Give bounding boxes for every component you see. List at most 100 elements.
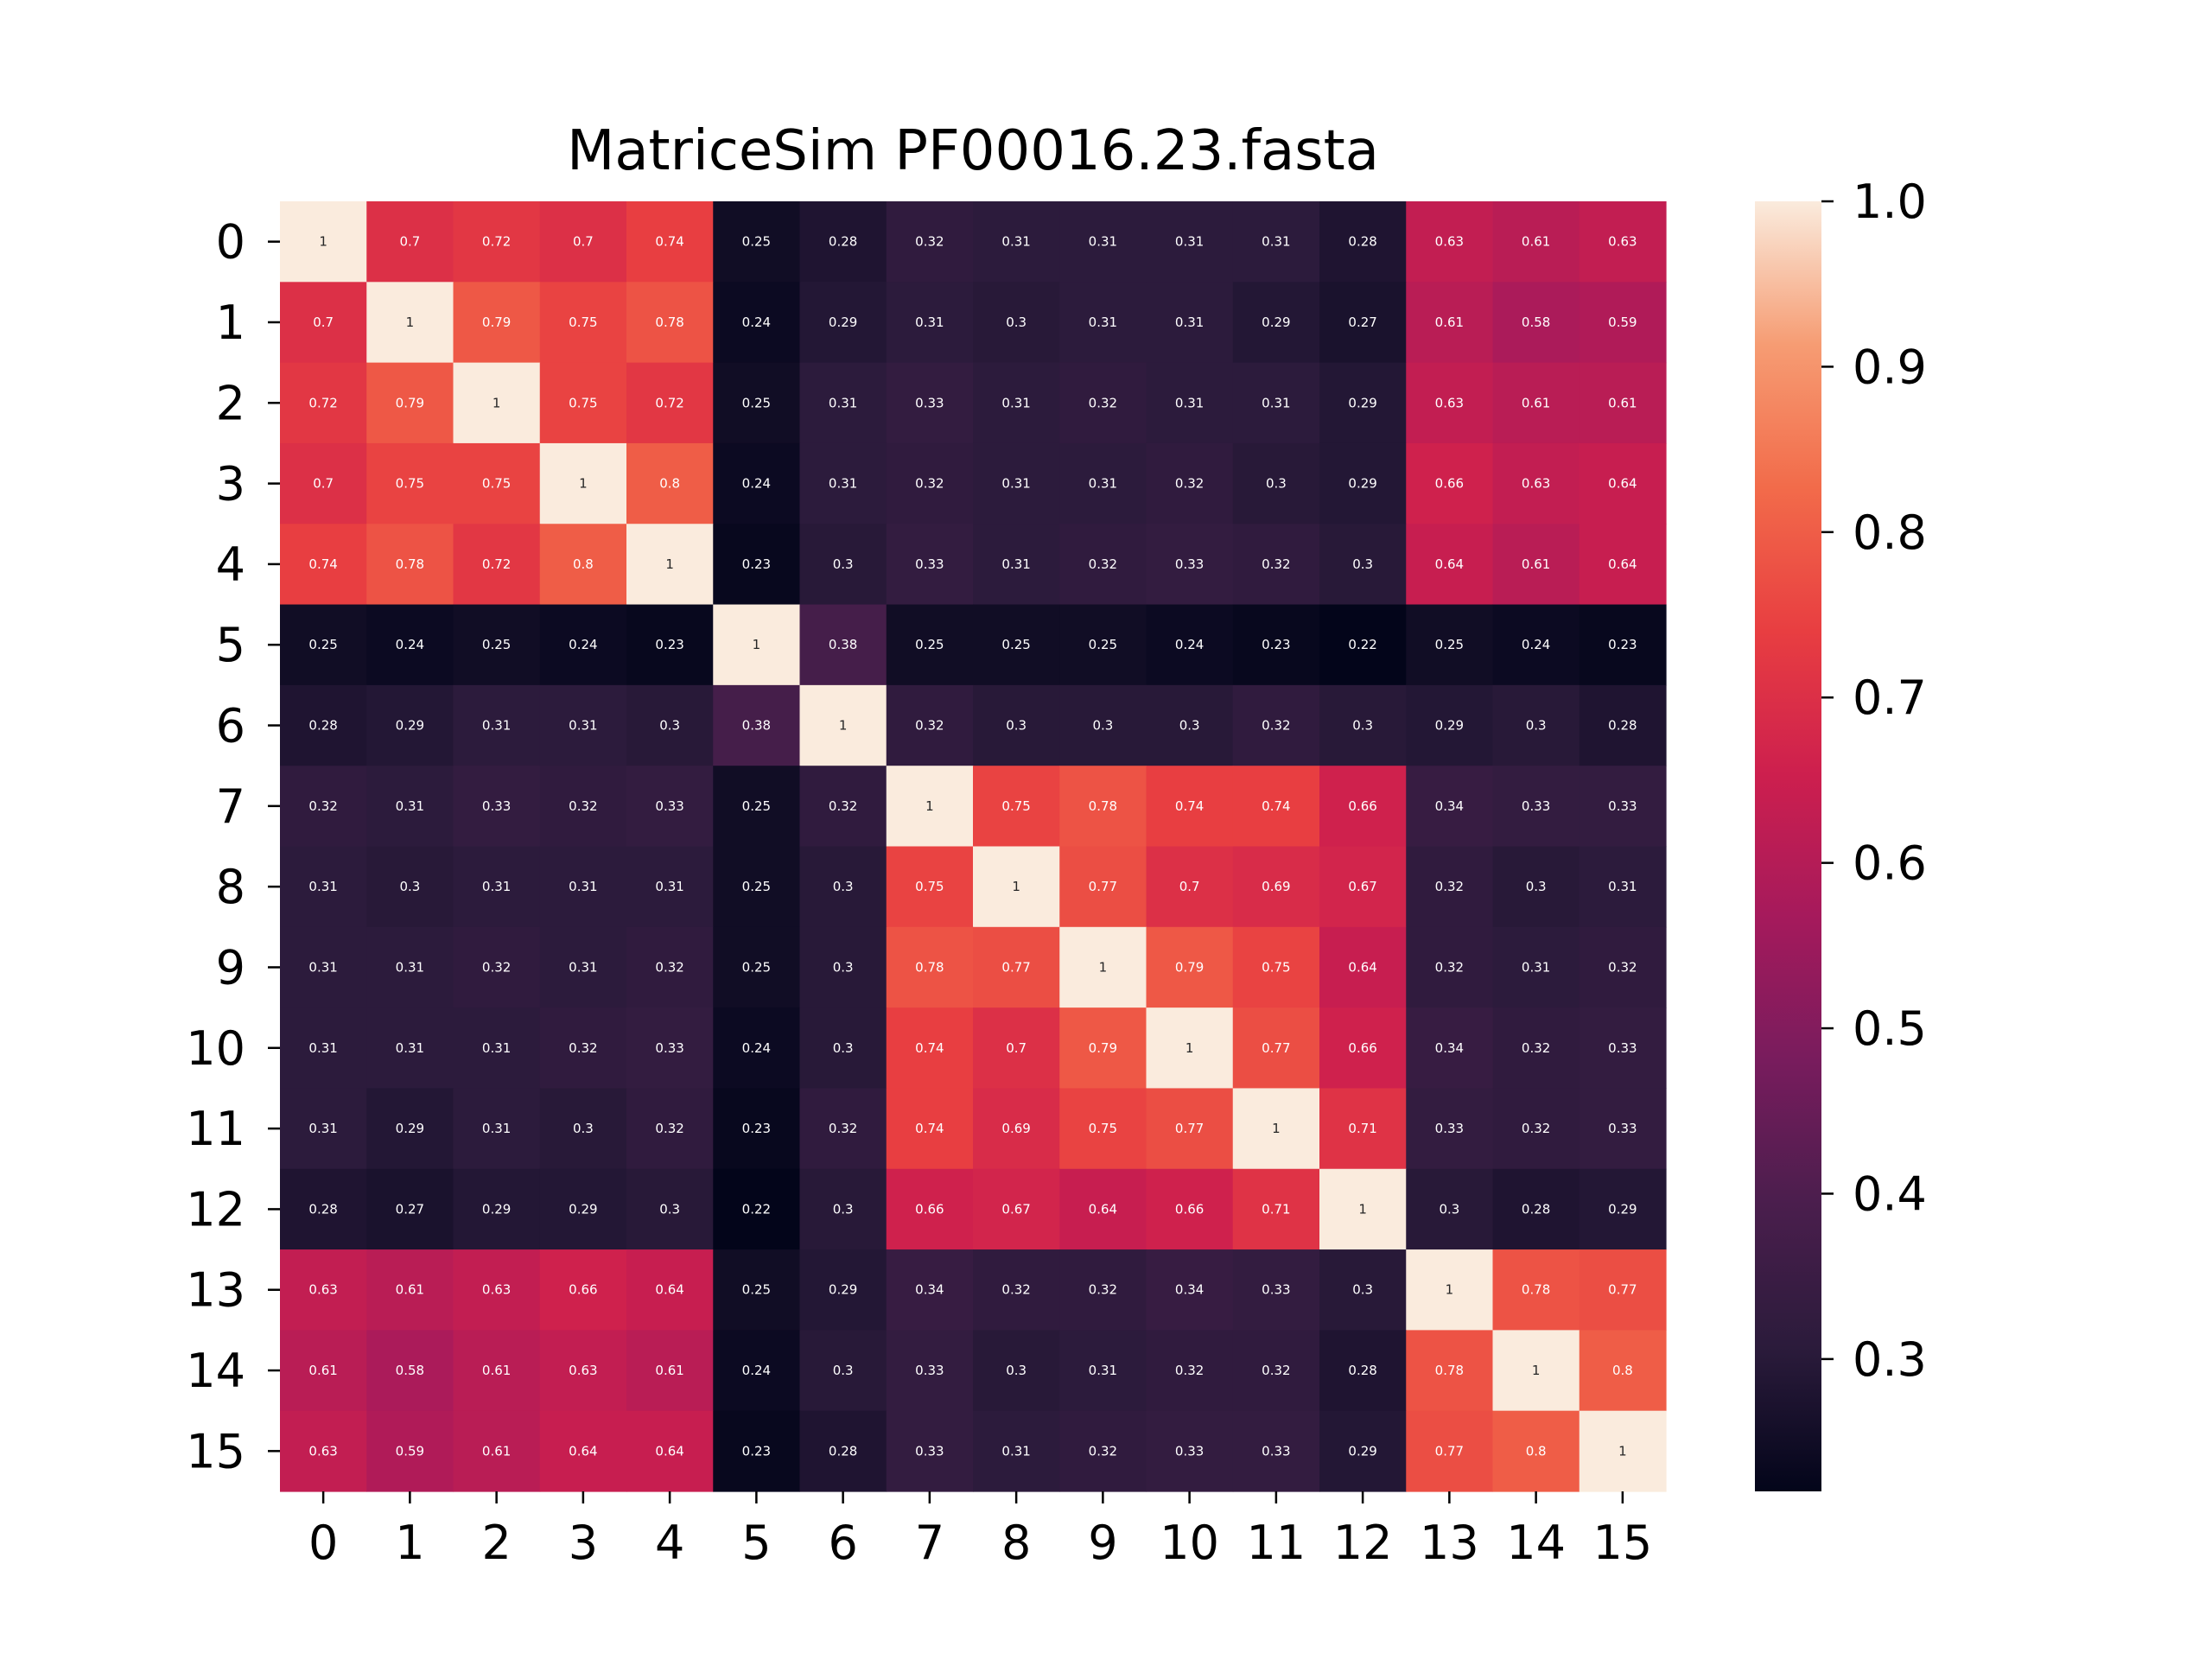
heatmap-cell bbox=[1232, 684, 1320, 766]
cell-value-label: 0.31 bbox=[829, 476, 857, 492]
cell-value-label: 0.31 bbox=[1001, 395, 1030, 410]
heatmap-cell bbox=[713, 1330, 801, 1412]
heatmap-cell bbox=[1059, 926, 1147, 1008]
heatmap-cell bbox=[280, 524, 367, 606]
heatmap-cell bbox=[1146, 524, 1234, 606]
cell-value-label: 0.79 bbox=[1089, 1040, 1117, 1056]
cell-value-label: 0.77 bbox=[1001, 959, 1030, 975]
cell-value-label: 0.29 bbox=[569, 1201, 597, 1217]
cell-value-label: 0.32 bbox=[655, 959, 683, 975]
cell-value-label: 1 bbox=[1012, 879, 1020, 894]
colorbar-gradient bbox=[1755, 201, 1821, 1491]
heatmap-cell bbox=[1492, 1330, 1580, 1412]
heatmap-cell bbox=[799, 362, 887, 444]
cell-value-label: 0.72 bbox=[482, 556, 511, 572]
y-tick-label: 3 bbox=[216, 457, 245, 512]
heatmap-cell bbox=[713, 1410, 801, 1492]
heatmap-cell bbox=[1319, 201, 1407, 283]
cell-value-label: 0.77 bbox=[1175, 1121, 1204, 1136]
x-tick-label: 7 bbox=[915, 1516, 944, 1570]
cell-value-label: 0.32 bbox=[1435, 879, 1464, 894]
heatmap-cell bbox=[1406, 1007, 1494, 1090]
heatmap-cell bbox=[1492, 1088, 1580, 1170]
cell-value-label: 0.7 bbox=[1179, 879, 1200, 894]
heatmap-cell bbox=[1232, 201, 1320, 283]
heatmap-cell bbox=[280, 1088, 367, 1170]
y-tick-label: 5 bbox=[216, 618, 245, 672]
cell-value-label: 0.66 bbox=[1348, 798, 1376, 814]
heatmap-cell bbox=[626, 1330, 714, 1412]
x-tick-label: 2 bbox=[481, 1516, 511, 1570]
heatmap-cell bbox=[539, 1410, 627, 1492]
cell-value-label: 0.63 bbox=[482, 1282, 511, 1298]
heatmap-cell bbox=[973, 926, 1060, 1008]
x-tick-label: 10 bbox=[1160, 1516, 1219, 1570]
heatmap-cell bbox=[539, 604, 627, 686]
heatmap-cell bbox=[713, 926, 801, 1008]
cell-value-label: 0.77 bbox=[1262, 1040, 1290, 1056]
cell-value-label: 0.33 bbox=[1608, 1040, 1637, 1056]
cell-value-label: 0.31 bbox=[308, 959, 337, 975]
heatmap-cell bbox=[453, 362, 541, 444]
heatmap-cell bbox=[973, 1088, 1060, 1170]
heatmap-cell bbox=[366, 684, 454, 766]
heatmap-cell bbox=[539, 1330, 627, 1412]
cell-value-label: 0.25 bbox=[742, 798, 771, 814]
heatmap-cell bbox=[886, 201, 974, 283]
cell-value-label: 0.3 bbox=[1179, 718, 1200, 734]
cell-value-label: 0.75 bbox=[1262, 959, 1290, 975]
cell-value-label: 0.25 bbox=[742, 959, 771, 975]
heatmap-cell bbox=[1319, 1007, 1407, 1090]
heatmap-cell bbox=[626, 524, 714, 606]
cell-value-label: 1 bbox=[1272, 1121, 1281, 1136]
heatmap-cell bbox=[366, 362, 454, 444]
cell-value-label: 0.31 bbox=[1262, 234, 1290, 250]
heatmap-cell bbox=[539, 846, 627, 928]
cell-value-label: 0.63 bbox=[1608, 234, 1637, 250]
x-tick-label: 14 bbox=[1506, 1516, 1566, 1570]
cell-value-label: 0.78 bbox=[396, 556, 424, 572]
heatmap-cell bbox=[280, 766, 367, 848]
heatmap-cell bbox=[713, 1088, 801, 1170]
heatmap-cell bbox=[886, 846, 974, 928]
heatmap-cell bbox=[973, 362, 1060, 444]
heatmap-cell bbox=[1232, 282, 1320, 364]
heatmap-cell bbox=[973, 1410, 1060, 1492]
cell-value-label: 0.31 bbox=[308, 1040, 337, 1056]
cell-value-label: 0.32 bbox=[569, 798, 597, 814]
cell-value-label: 0.32 bbox=[482, 959, 511, 975]
cell-value-label: 0.31 bbox=[569, 959, 597, 975]
heatmap-cell bbox=[453, 1330, 541, 1412]
heatmap-cell bbox=[1406, 1088, 1494, 1170]
heatmap-cell bbox=[366, 766, 454, 848]
cell-value-label: 0.23 bbox=[742, 1443, 771, 1459]
cell-value-label: 0.75 bbox=[396, 476, 424, 492]
cell-value-label: 0.24 bbox=[742, 1363, 771, 1378]
heatmap-cell bbox=[713, 1249, 801, 1331]
heatmap-cell bbox=[713, 604, 801, 686]
cell-value-label: 0.32 bbox=[1089, 1443, 1117, 1459]
cell-value-label: 0.78 bbox=[1089, 798, 1117, 814]
heatmap-cell bbox=[280, 1168, 367, 1250]
cell-value-label: 0.29 bbox=[482, 1201, 511, 1217]
cell-value-label: 0.66 bbox=[1435, 476, 1464, 492]
cell-value-label: 0.66 bbox=[569, 1282, 597, 1298]
x-tick-label: 1 bbox=[395, 1516, 424, 1570]
cell-value-label: 0.64 bbox=[569, 1443, 597, 1459]
cell-value-label: 1 bbox=[839, 718, 848, 734]
cell-value-label: 0.25 bbox=[915, 637, 944, 652]
heatmap-cell bbox=[366, 926, 454, 1008]
heatmap-cell bbox=[366, 1410, 454, 1492]
y-tick-label: 4 bbox=[216, 537, 245, 592]
heatmap-cell bbox=[973, 201, 1060, 283]
cell-value-label: 0.3 bbox=[659, 718, 680, 734]
heatmap-cell bbox=[799, 201, 887, 283]
heatmap-cell bbox=[1579, 1088, 1667, 1170]
heatmap-cell bbox=[799, 1330, 887, 1412]
colorbar: 0.3 0.4 0.5 0.6 0.7 0.8 0.9 1.0 bbox=[1755, 175, 1927, 1491]
cell-value-label: 0.31 bbox=[1089, 476, 1117, 492]
y-tick-label: 15 bbox=[186, 1424, 245, 1478]
heatmap-cell bbox=[280, 1007, 367, 1090]
x-tick-label: 15 bbox=[1593, 1516, 1653, 1570]
cell-value-label: 0.31 bbox=[396, 798, 424, 814]
